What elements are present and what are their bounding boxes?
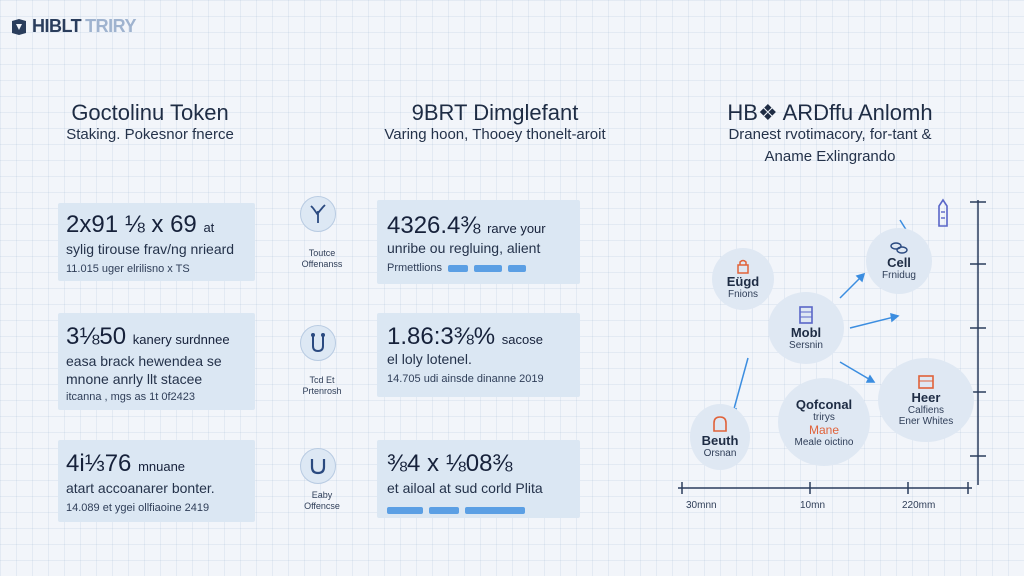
node-subtitle: Orsnan xyxy=(703,448,737,459)
plant-icon xyxy=(300,196,336,232)
stat-meta: itcanna , mgs as 1t 0f2423 xyxy=(66,391,196,403)
metric-meta: 14.705 udi ainsde dinanne 2019 xyxy=(387,373,544,385)
logo: HIBLT TRIRY xyxy=(10,16,136,37)
metric-unit: rarve your xyxy=(487,221,546,236)
icon-label: Tcd Et xyxy=(309,375,335,385)
node-mobl: Mobl Sersnin xyxy=(768,292,844,364)
node-title: Mobl xyxy=(790,325,822,340)
column-title-1: Goctolinu Token xyxy=(71,100,229,125)
node-subtitle: Ener Whites xyxy=(898,415,954,427)
tower-icon xyxy=(934,198,952,233)
column-subtitle-3b: Aname Exlingrando xyxy=(764,148,896,165)
node-heer: Heer Calfiens Ener Whites xyxy=(878,358,974,442)
metric-unit: sacose xyxy=(501,332,543,347)
box-icon xyxy=(918,374,934,389)
stat-unit: kanery surdnnee xyxy=(132,332,230,347)
lock-icon xyxy=(737,259,749,274)
stat-unit: at xyxy=(203,220,215,235)
axis-label: 30mnn xyxy=(686,500,717,511)
stat-line: atart accoanarer bonter. xyxy=(66,480,215,496)
node-cell: Cell Frnidug xyxy=(866,228,932,294)
stat-meta: 14.089 et ygei ollfiaoine 2419 xyxy=(66,502,210,514)
stat-card-2: 3⅛50 kanery surdnnee easa brack hewendea… xyxy=(58,313,255,410)
node-title: Eügd xyxy=(726,274,760,289)
metric-value: 1.86:3⅜% xyxy=(387,323,496,350)
metric-meta: Prmettlions xyxy=(387,262,443,274)
node-subtitle: Frnidug xyxy=(882,270,916,281)
stat-value: 4i⅓76 xyxy=(66,450,132,477)
stat-card-3: 4i⅓76 mnuane atart accoanarer bonter. 14… xyxy=(58,440,255,522)
node-title: Qofconal xyxy=(795,396,853,412)
stat-card-1: 2x91 ⅛ x 69 at sylig tirouse frav/ng nri… xyxy=(58,203,255,281)
icon-label: Eaby xyxy=(311,490,333,500)
metric-line: et ailoal at sud corld Plita xyxy=(387,480,543,496)
node-title: Cell xyxy=(887,255,911,270)
node-subtitle: Meale oictino xyxy=(794,436,854,448)
column-subtitle-1: Staking. Pokesnor fnerce xyxy=(66,126,234,143)
progress-dash xyxy=(508,264,527,272)
metric-card-2: 1.86:3⅜% sacose el loly lotenel. 14.705 … xyxy=(377,313,580,397)
icon-group-3: Eaby Offencse xyxy=(300,448,344,512)
progress-dash xyxy=(474,264,503,272)
node-eugd: Eügd Fnions xyxy=(712,248,774,310)
column-title-3: HB❖ ARDffu Anlomh xyxy=(727,100,933,125)
icon-group-1: Toutce Offenanss xyxy=(300,196,344,270)
icon-label: Prtenrosh xyxy=(302,386,342,396)
node-title: Beuth xyxy=(701,433,739,448)
node-subtitle-accent: Mane xyxy=(808,422,840,437)
icon-label: Offencse xyxy=(304,501,340,511)
metric-card-1: 4326.4⅜ rarve your unribe ou regluing, a… xyxy=(377,200,580,284)
icon-label: Offenanss xyxy=(301,259,343,269)
stat-line: sylig tirouse frav/ng nrieard xyxy=(66,241,235,257)
node-subtitle: Fnions xyxy=(727,289,758,300)
node-subtitle: trirys xyxy=(813,411,835,423)
metric-value: ⅜4 x ⅛08⅜ xyxy=(387,450,513,477)
metric-line: unribe ou regluing, alient xyxy=(387,240,541,256)
node-qofconal: Qofconal trirys Mane Meale oictino xyxy=(778,378,870,466)
stat-line: mnone anrly llt stacee xyxy=(66,371,203,387)
node-subtitle: Sersnin xyxy=(789,340,823,351)
metric-line: el loly lotenel. xyxy=(387,351,472,367)
metric-card-3: ⅜4 x ⅛08⅜ et ailoal at sud corld Plita xyxy=(377,440,580,518)
axis-label: 220mm xyxy=(902,500,936,511)
building-icon xyxy=(799,306,813,324)
coins-icon xyxy=(890,242,908,254)
icon-group-2: Tcd Et Prtenrosh xyxy=(300,325,344,397)
column-title-2: 9BRT Dimglefant xyxy=(411,100,579,125)
progress-dash xyxy=(448,264,469,272)
node-subtitle: Calfiens xyxy=(907,404,945,416)
node-title: Heer xyxy=(911,389,941,405)
logo-mark-icon xyxy=(12,18,26,35)
horseshoe-icon xyxy=(300,448,336,484)
stat-value: 3⅛50 xyxy=(66,323,127,350)
node-beuth: Beuth Orsnan xyxy=(690,404,750,470)
icon-label: Toutce xyxy=(308,248,336,258)
stat-value: 2x91 ⅛ x 69 xyxy=(66,211,197,238)
stat-line: easa brack hewendea se xyxy=(66,353,222,369)
pin-icon xyxy=(713,416,727,432)
logo-text: HIBLT xyxy=(32,16,82,36)
stat-meta: 11.015 uger elrilisno x TS xyxy=(66,263,190,275)
column-subtitle-2: Varing hoon, Thooey thonelt-aroit xyxy=(384,126,606,143)
progress-dashes xyxy=(387,502,525,520)
stat-unit: mnuane xyxy=(138,459,186,474)
metric-value: 4326.4⅜ xyxy=(387,212,481,239)
logo-text-faded: TRIRY xyxy=(85,16,136,36)
column-subtitle-3: Dranest rvotimacory, for-tant & xyxy=(728,126,932,143)
axis-label: 10mn xyxy=(800,500,826,511)
link-icon xyxy=(300,325,336,361)
